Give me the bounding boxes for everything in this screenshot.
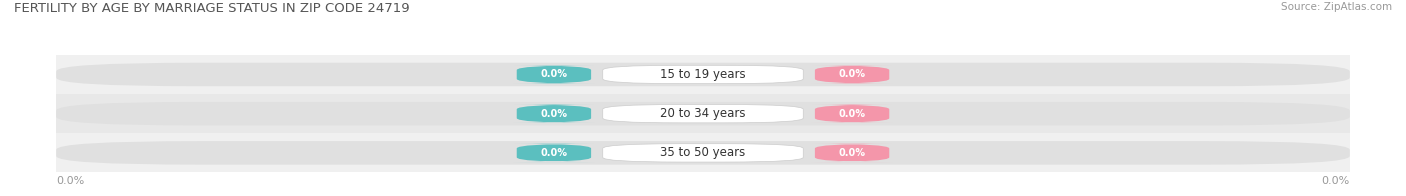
FancyBboxPatch shape (56, 141, 1350, 165)
Bar (56, 133, 1350, 172)
Text: 0.0%: 0.0% (540, 148, 568, 158)
FancyBboxPatch shape (811, 144, 893, 162)
FancyBboxPatch shape (603, 65, 803, 84)
FancyBboxPatch shape (513, 65, 595, 84)
Bar (56, 94, 1350, 133)
FancyBboxPatch shape (513, 144, 595, 162)
Text: 15 to 19 years: 15 to 19 years (661, 68, 745, 81)
Text: Source: ZipAtlas.com: Source: ZipAtlas.com (1281, 2, 1392, 12)
Text: 35 to 50 years: 35 to 50 years (661, 146, 745, 159)
Bar (56, 55, 1350, 94)
Text: 0.0%: 0.0% (1322, 176, 1350, 186)
FancyBboxPatch shape (513, 104, 595, 123)
FancyBboxPatch shape (603, 104, 803, 123)
Text: 0.0%: 0.0% (838, 109, 866, 119)
FancyBboxPatch shape (603, 144, 803, 162)
Text: 0.0%: 0.0% (540, 109, 568, 119)
Text: 0.0%: 0.0% (838, 69, 866, 80)
FancyBboxPatch shape (56, 102, 1350, 125)
Text: 0.0%: 0.0% (56, 176, 84, 186)
FancyBboxPatch shape (56, 63, 1350, 86)
FancyBboxPatch shape (811, 104, 893, 123)
FancyBboxPatch shape (811, 65, 893, 84)
Text: 20 to 34 years: 20 to 34 years (661, 107, 745, 120)
Text: 0.0%: 0.0% (838, 148, 866, 158)
Text: 0.0%: 0.0% (540, 69, 568, 80)
Text: FERTILITY BY AGE BY MARRIAGE STATUS IN ZIP CODE 24719: FERTILITY BY AGE BY MARRIAGE STATUS IN Z… (14, 2, 409, 15)
